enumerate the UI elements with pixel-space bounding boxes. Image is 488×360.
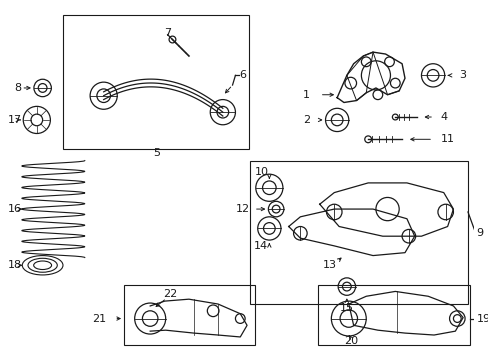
Text: 6: 6 <box>239 70 246 80</box>
Text: 11: 11 <box>440 134 454 144</box>
Text: 13: 13 <box>322 260 336 270</box>
Text: 7: 7 <box>163 28 171 38</box>
Bar <box>124 285 254 345</box>
Bar <box>317 285 469 345</box>
Text: 14: 14 <box>253 241 267 251</box>
Text: 15: 15 <box>339 303 353 313</box>
Text: 5: 5 <box>153 148 160 158</box>
Text: 21: 21 <box>92 314 106 324</box>
Text: 17: 17 <box>8 115 22 125</box>
Text: 10: 10 <box>254 167 268 177</box>
Text: 18: 18 <box>8 260 22 270</box>
Text: 22: 22 <box>163 289 177 299</box>
Text: 3: 3 <box>458 70 465 80</box>
Text: 20: 20 <box>343 336 357 346</box>
Text: 9: 9 <box>476 228 483 238</box>
Text: 4: 4 <box>440 112 447 122</box>
Bar <box>63 15 248 149</box>
Text: 19: 19 <box>476 314 488 324</box>
Bar <box>249 161 467 304</box>
Text: 16: 16 <box>8 204 21 214</box>
Text: 12: 12 <box>235 204 249 214</box>
Text: 8: 8 <box>15 83 21 93</box>
Text: 2: 2 <box>302 115 309 125</box>
Text: 1: 1 <box>303 90 309 100</box>
